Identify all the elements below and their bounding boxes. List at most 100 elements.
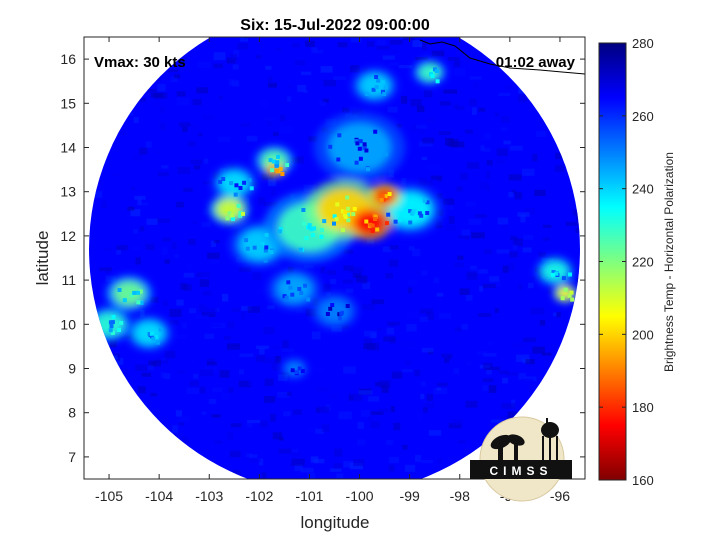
texture-cell bbox=[421, 270, 428, 276]
texture-cell bbox=[314, 458, 325, 464]
texture-cell bbox=[175, 410, 182, 417]
feature-pixel bbox=[312, 226, 317, 231]
texture-cell bbox=[517, 212, 530, 217]
texture-cell bbox=[350, 38, 362, 43]
texture-cell bbox=[90, 239, 101, 244]
feature-pixel bbox=[139, 301, 144, 305]
feature-pixel bbox=[366, 167, 370, 172]
texture-cell bbox=[172, 425, 178, 433]
texture-cell bbox=[240, 122, 251, 127]
texture-cell bbox=[343, 265, 354, 271]
texture-cell bbox=[435, 122, 441, 126]
texture-cell bbox=[416, 124, 428, 129]
texture-cell bbox=[366, 342, 380, 351]
texture-cell bbox=[208, 37, 213, 38]
texture-cell bbox=[349, 463, 363, 470]
texture-cell bbox=[336, 473, 344, 479]
texture-cell bbox=[193, 373, 199, 379]
feature-pixel bbox=[352, 206, 357, 211]
texture-cell bbox=[127, 206, 135, 211]
feature-pixel bbox=[119, 320, 124, 325]
texture-cell bbox=[501, 116, 511, 123]
texture-cell bbox=[243, 37, 250, 39]
feature-pixel bbox=[362, 142, 367, 147]
texture-cell bbox=[570, 6, 580, 14]
texture-cell bbox=[436, 292, 444, 297]
texture-cell bbox=[268, 179, 276, 187]
texture-cell bbox=[572, 209, 579, 216]
texture-cell bbox=[491, 419, 504, 423]
texture-cell bbox=[239, 482, 244, 485]
texture-cell bbox=[161, 357, 166, 361]
feature-pixel bbox=[435, 79, 440, 84]
feature-pixel bbox=[301, 208, 306, 212]
texture-cell bbox=[141, 372, 151, 377]
texture-cell bbox=[192, 99, 202, 106]
texture-cell bbox=[147, 97, 152, 101]
texture-cell bbox=[195, 314, 209, 320]
feature-pixel bbox=[334, 217, 339, 222]
texture-cell bbox=[224, 223, 232, 230]
logo-text: CIMSS bbox=[489, 464, 552, 478]
texture-cell bbox=[323, 79, 336, 87]
texture-cell bbox=[232, 80, 240, 87]
feature-pixel bbox=[374, 85, 379, 89]
texture-cell bbox=[509, 145, 523, 151]
feature-pixel bbox=[345, 304, 350, 308]
texture-cell bbox=[145, 141, 152, 148]
texture-cell bbox=[150, 296, 159, 303]
feature-pixel bbox=[290, 292, 295, 297]
texture-cell bbox=[478, 313, 492, 317]
texture-cell bbox=[540, 310, 549, 318]
feature-pixel bbox=[225, 216, 230, 221]
feature-pixel bbox=[264, 245, 269, 250]
texture-cell bbox=[228, 387, 234, 393]
texture-cell bbox=[310, 366, 324, 373]
texture-cell bbox=[105, 275, 116, 282]
texture-cell bbox=[233, 50, 240, 57]
texture-cell bbox=[244, 197, 249, 206]
texture-cell bbox=[418, 141, 433, 147]
texture-cell bbox=[482, 384, 488, 391]
feature-pixel bbox=[233, 192, 238, 197]
texture-cell bbox=[245, 5, 252, 8]
texture-cell bbox=[202, 7, 208, 14]
feature-pixel bbox=[383, 194, 388, 199]
texture-cell bbox=[263, 326, 275, 335]
feature-pixel bbox=[264, 233, 269, 238]
texture-cell bbox=[150, 306, 155, 311]
texture-cell bbox=[441, 353, 453, 358]
texture-cell bbox=[451, 141, 465, 148]
texture-cell bbox=[348, 393, 363, 401]
feature-pixel bbox=[299, 291, 304, 295]
texture-cell bbox=[389, 62, 398, 66]
x-tick-label: -100 bbox=[346, 488, 374, 504]
texture-cell bbox=[522, 168, 535, 176]
texture-cell bbox=[444, 357, 450, 364]
texture-cell bbox=[488, 385, 497, 393]
texture-cell bbox=[477, 351, 487, 355]
texture-cell bbox=[256, 345, 269, 349]
feature-pixel bbox=[300, 369, 305, 373]
feature-pixel bbox=[158, 327, 163, 332]
texture-cell bbox=[135, 364, 148, 372]
texture-cell bbox=[483, 248, 493, 255]
texture-cell bbox=[362, 67, 368, 72]
texture-cell bbox=[422, 137, 435, 144]
texture-cell bbox=[579, 11, 585, 17]
texture-cell bbox=[161, 165, 169, 169]
feature-pixel bbox=[355, 141, 360, 146]
feature-pixel bbox=[408, 209, 413, 214]
feature-pixel bbox=[154, 335, 159, 339]
texture-cell bbox=[157, 172, 169, 177]
texture-cell bbox=[272, 132, 279, 136]
texture-cell bbox=[99, 267, 112, 272]
texture-cell bbox=[436, 382, 448, 387]
texture-cell bbox=[346, 481, 351, 485]
texture-cell bbox=[556, 311, 561, 318]
texture-cell bbox=[433, 277, 439, 284]
texture-cell bbox=[145, 244, 155, 251]
texture-cell bbox=[169, 320, 179, 325]
texture-cell bbox=[156, 218, 170, 224]
texture-cell bbox=[401, 178, 407, 185]
